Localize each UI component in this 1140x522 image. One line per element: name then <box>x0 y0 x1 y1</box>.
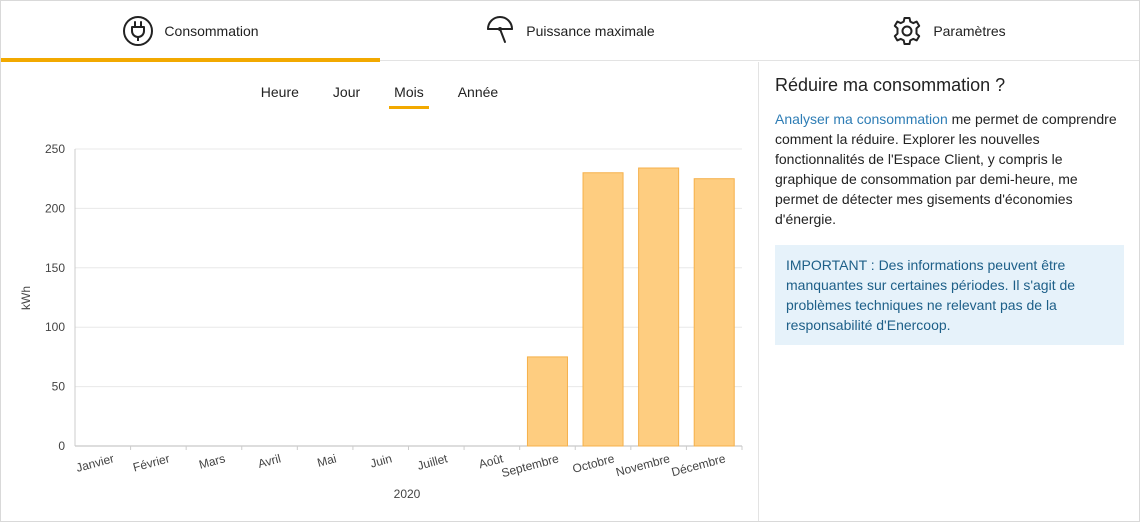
important-notice: IMPORTANT : Des informations peuvent êtr… <box>775 245 1124 345</box>
x-tick-label: Avril <box>256 451 282 471</box>
info-title: Réduire ma consommation ? <box>775 75 1006 95</box>
x-tick-label: Juin <box>369 451 394 470</box>
subtab-jour[interactable]: Jour <box>332 84 361 100</box>
info-panel: Réduire ma consommation ? Analyser ma co… <box>775 62 1125 345</box>
x-tick-label: Août <box>477 451 505 471</box>
plug-icon <box>122 15 154 47</box>
bar-novembre[interactable] <box>638 167 680 447</box>
period-tabs: Heure Jour Mois Année <box>1 80 758 109</box>
y-tick-label: 0 <box>58 439 65 453</box>
x-tick-label: Juillet <box>416 451 450 473</box>
info-body-text: me permet de comprendre comment la rédui… <box>775 111 1117 227</box>
x-tick-label: Octobre <box>571 451 616 476</box>
gear-icon <box>891 15 923 47</box>
subtab-annee[interactable]: Année <box>457 84 499 100</box>
tab-parametres-label: Paramètres <box>933 23 1006 39</box>
tab-parametres[interactable]: Paramètres <box>759 1 1138 61</box>
info-body: Analyser ma consommation me permet de co… <box>775 109 1125 229</box>
bar-octobre[interactable] <box>582 172 624 447</box>
y-axis-title: kWh <box>19 286 33 310</box>
analyser-consommation-link[interactable]: Analyser ma consommation <box>775 111 948 127</box>
x-tick-label: Février <box>131 451 171 474</box>
y-tick-label: 50 <box>52 380 66 394</box>
x-tick-label: Janvier <box>75 451 116 475</box>
bar-septembre[interactable] <box>526 356 568 447</box>
x-tick-label: Mai <box>316 451 338 470</box>
x-tick-label: Novembre <box>614 451 671 479</box>
bar-décembre[interactable] <box>693 178 735 447</box>
y-tick-label: 200 <box>45 201 65 215</box>
x-tick-label: Décembre <box>670 451 727 479</box>
tab-puissance-maximale[interactable]: Puissance maximale <box>380 1 759 61</box>
gauge-icon <box>484 15 516 47</box>
tab-puissance-maximale-label: Puissance maximale <box>526 23 655 39</box>
subtab-mois[interactable]: Mois <box>389 80 429 109</box>
x-tick-label: Mars <box>197 451 226 471</box>
subtab-heure[interactable]: Heure <box>260 84 299 100</box>
tab-consommation[interactable]: Consommation <box>1 1 380 62</box>
main-tabs: Consommation Puissance maximale Paramètr… <box>1 1 1139 62</box>
x-tick-label: Septembre <box>500 451 561 480</box>
y-tick-label: 100 <box>45 320 65 334</box>
chart-panel: Heure Jour Mois Année 0 50 100 150 200 250 Jan… <box>1 62 759 521</box>
tab-consommation-label: Consommation <box>164 23 259 39</box>
y-tick-label: 250 <box>45 142 65 156</box>
y-tick-label: 150 <box>45 261 65 275</box>
x-axis-title: 2020 <box>394 487 421 501</box>
consumption-chart: 0 50 100 150 200 250 Janvier Février Mars Avril Ma… <box>19 142 743 501</box>
